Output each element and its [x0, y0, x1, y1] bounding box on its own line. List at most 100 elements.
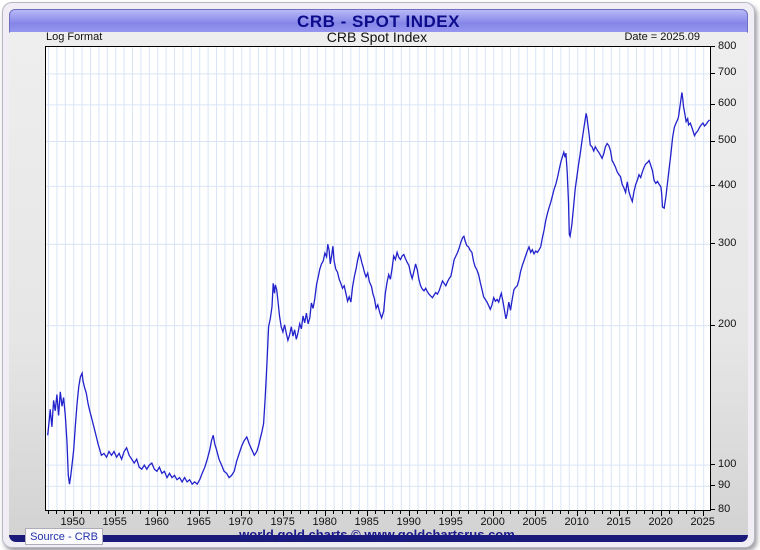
x-axis-tick: [610, 510, 612, 514]
x-axis-label: 1955: [102, 516, 127, 528]
x-axis-tick: [467, 510, 469, 514]
x-axis-tick: [274, 510, 276, 514]
x-axis-label: 1970: [228, 516, 253, 528]
x-axis-tick: [627, 510, 629, 514]
x-axis-tick: [139, 510, 141, 514]
x-axis-tick: [316, 510, 318, 514]
x-axis-tick: [601, 510, 603, 514]
x-axis-tick: [358, 510, 360, 514]
y-axis-tick: [710, 324, 715, 326]
x-axis-tick: [408, 510, 410, 516]
x-axis-tick: [509, 510, 511, 514]
x-axis-tick: [64, 510, 66, 514]
x-axis-tick: [391, 510, 393, 514]
x-axis-tick: [593, 510, 595, 514]
branding-text: world gold charts © www.goldchartsrus.co…: [239, 527, 515, 542]
x-axis-tick: [223, 510, 225, 514]
x-axis-tick: [47, 510, 49, 514]
x-axis-tick: [291, 510, 293, 514]
y-axis-label: 90: [718, 478, 731, 491]
x-axis-label: 1975: [270, 516, 295, 528]
x-axis-tick: [526, 510, 528, 514]
y-axis-tick: [710, 485, 715, 487]
x-axis-tick: [694, 510, 696, 514]
x-axis-label: 2005: [522, 516, 547, 528]
x-axis-tick: [282, 510, 284, 516]
x-axis-tick: [442, 510, 444, 514]
y-axis-label: 700: [718, 66, 737, 79]
y-axis-label: 200: [718, 318, 737, 331]
window-title: CRB - SPOT INDEX: [297, 12, 460, 31]
y-axis-label: 400: [718, 178, 737, 191]
x-axis-tick: [559, 510, 561, 514]
x-axis-tick: [585, 510, 587, 514]
y-axis-label: 500: [718, 134, 737, 146]
chart-svg: [46, 47, 710, 510]
x-axis-label: 2025: [690, 516, 715, 528]
source-label: Source - CRB: [30, 530, 98, 543]
x-axis-tick: [72, 510, 74, 516]
x-axis-tick: [450, 510, 452, 516]
x-axis-tick: [190, 510, 192, 514]
x-axis-tick: [215, 510, 217, 514]
x-axis-tick: [492, 510, 494, 516]
x-axis-tick: [568, 510, 570, 514]
x-axis-tick: [106, 510, 108, 514]
x-axis-tick: [643, 510, 645, 514]
x-axis-tick: [366, 510, 368, 516]
plot-area: [45, 46, 711, 511]
x-axis-tick: [123, 510, 125, 514]
x-axis-tick: [375, 510, 377, 514]
y-axis-label: 100: [718, 457, 737, 470]
x-axis-tick: [299, 510, 301, 514]
x-axis-tick: [400, 510, 402, 514]
x-axis-tick: [181, 510, 183, 514]
x-axis-label: 1960: [144, 516, 169, 528]
x-axis-label: 1965: [186, 516, 211, 528]
x-axis-tick: [55, 510, 57, 514]
title-bar: CRB - SPOT INDEX: [9, 9, 748, 35]
x-axis-tick: [257, 510, 259, 514]
y-axis-tick: [710, 243, 715, 245]
x-axis-tick: [97, 510, 99, 514]
x-axis-label: 2020: [648, 516, 673, 528]
x-axis-label: 1980: [312, 516, 337, 528]
y-axis-label: 600: [718, 97, 737, 110]
x-axis-tick: [265, 510, 267, 514]
x-axis-tick: [501, 510, 503, 514]
x-axis-tick: [660, 510, 662, 516]
x-axis-tick: [383, 510, 385, 514]
x-axis-tick: [702, 510, 704, 516]
x-axis-tick: [475, 510, 477, 514]
chart-title: CRB Spot Index: [326, 29, 428, 45]
x-axis-tick: [551, 510, 553, 514]
x-axis-label: 1985: [354, 516, 379, 528]
bottom-accent-bar: [9, 535, 748, 542]
y-axis-label: 800: [718, 39, 737, 52]
x-axis-tick: [207, 510, 209, 514]
x-axis-tick: [156, 510, 158, 516]
y-axis-tick: [710, 509, 715, 510]
source-box: Source - CRB: [25, 528, 103, 545]
y-axis-tick: [710, 464, 715, 466]
x-axis-label: 2010: [564, 516, 589, 528]
x-axis-tick: [114, 510, 116, 516]
crb-series-line: [47, 92, 710, 486]
y-axis-tick: [710, 46, 715, 47]
x-axis-label: 2000: [480, 516, 505, 528]
x-axis-tick: [240, 510, 242, 516]
x-axis-label: 1990: [396, 516, 421, 528]
x-axis-tick: [165, 510, 167, 514]
x-axis-tick: [232, 510, 234, 514]
x-axis-tick: [685, 510, 687, 514]
x-axis-tick: [425, 510, 427, 514]
x-axis-label: 2015: [606, 516, 631, 528]
x-axis-tick: [198, 510, 200, 516]
y-axis-tick: [710, 185, 715, 187]
x-axis-tick: [459, 510, 461, 514]
x-axis-tick: [543, 510, 545, 514]
gridlines: [46, 47, 710, 510]
y-axis-tick: [710, 140, 715, 142]
y-axis-label: 80: [718, 502, 731, 515]
